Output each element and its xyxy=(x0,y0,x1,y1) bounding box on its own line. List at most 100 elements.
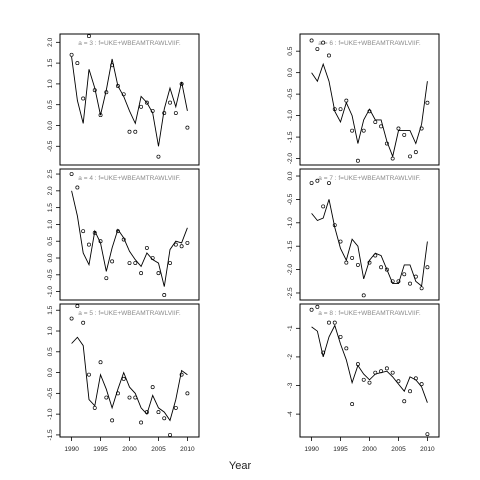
observed-point xyxy=(185,125,190,130)
observed-point xyxy=(419,286,424,291)
observed-point xyxy=(425,265,430,270)
y-tick-label: 1.0 xyxy=(47,79,54,88)
y-tick-label: 0.0 xyxy=(47,368,54,377)
observed-point xyxy=(327,53,331,58)
observed-point xyxy=(355,262,360,267)
observed-point xyxy=(144,245,149,250)
fitted-line xyxy=(311,62,428,158)
x-tick-label: 1995 xyxy=(93,446,108,453)
panel-title: a = 8 : f=UKE+WBEAMTRAWLVIIF. xyxy=(318,310,421,317)
fitted-line xyxy=(311,324,428,403)
observed-point xyxy=(92,88,97,93)
observed-point xyxy=(367,109,372,114)
x-tick-label: 2005 xyxy=(151,446,166,453)
observed-point xyxy=(121,376,126,381)
y-tick-label: 0.0 xyxy=(47,253,54,262)
y-tick-label: 1.5 xyxy=(47,305,54,314)
observed-point xyxy=(133,395,138,400)
observed-point xyxy=(413,150,418,155)
x-tick-label: 1990 xyxy=(64,446,79,453)
observed-point xyxy=(379,124,384,129)
observed-point xyxy=(350,255,355,260)
observed-point xyxy=(115,229,120,234)
observed-point xyxy=(144,100,149,105)
observed-point xyxy=(402,399,407,404)
observed-point xyxy=(121,92,126,97)
observed-point xyxy=(379,265,384,270)
observed-point xyxy=(81,229,86,234)
panel-title: a = 5 : f=UKE+WBEAMTRAWLVIIF. xyxy=(78,310,181,317)
y-tick-label: 0.5 xyxy=(287,46,294,55)
observed-point xyxy=(338,107,343,112)
observed-point xyxy=(69,172,74,176)
observed-point xyxy=(425,100,430,105)
observed-point xyxy=(133,261,138,266)
y-tick-label: -0.5 xyxy=(287,193,294,205)
observed-point xyxy=(104,276,109,281)
observed-point xyxy=(402,132,407,137)
y-tick-label: -1.0 xyxy=(47,408,54,420)
y-tick-label: 0.0 xyxy=(287,68,294,77)
panel-4: a = 7 : f=UKE+WBEAMTRAWLVIIF. 0.0 -0.5 -1.0… xyxy=(287,168,440,301)
observed-point xyxy=(156,271,161,276)
y-tick-label: -2.0 xyxy=(287,153,294,165)
y-tick-label: -1.5 xyxy=(287,240,294,252)
fitted-line xyxy=(71,56,188,147)
y-tick-label: -3 xyxy=(287,382,294,388)
y-tick-label: 2.0 xyxy=(47,37,54,46)
observed-point xyxy=(309,307,314,312)
y-tick-label: -1.0 xyxy=(47,286,54,298)
y-tick-label: -1.5 xyxy=(47,429,54,441)
y-tick-label: -4 xyxy=(287,411,294,417)
observed-point xyxy=(332,320,337,325)
observed-point xyxy=(373,370,378,375)
figure-x-axis-title: Year xyxy=(228,460,252,472)
observed-point xyxy=(396,126,401,131)
observed-point xyxy=(327,320,331,325)
observed-point xyxy=(367,380,372,385)
observed-point xyxy=(361,377,366,382)
observed-point xyxy=(162,111,167,115)
x-tick-label: 1990 xyxy=(304,446,319,453)
observed-point xyxy=(408,389,412,394)
observed-point xyxy=(373,253,378,258)
observed-point xyxy=(156,410,161,415)
observed-point xyxy=(413,376,418,381)
observed-point xyxy=(315,47,320,51)
panel-frame xyxy=(299,303,440,438)
observed-point xyxy=(379,369,384,374)
observed-point xyxy=(321,204,326,209)
observed-point xyxy=(179,372,184,377)
observed-point xyxy=(402,272,407,277)
observed-point xyxy=(309,181,314,185)
observed-point xyxy=(81,320,86,325)
observed-point xyxy=(344,98,349,103)
observed-point xyxy=(332,223,337,228)
observed-point xyxy=(173,242,178,247)
observed-point xyxy=(133,129,138,134)
y-tick-label: -2.0 xyxy=(287,264,294,276)
observed-point xyxy=(162,293,167,297)
observed-point xyxy=(384,141,389,146)
x-tick-label: 2005 xyxy=(391,446,406,453)
observed-point xyxy=(87,242,91,247)
observed-point xyxy=(139,271,144,276)
observed-point xyxy=(144,410,149,415)
observed-point xyxy=(315,178,320,183)
observed-point xyxy=(81,96,86,101)
x-tick-label: 2010 xyxy=(420,446,435,453)
panel-5: a = 5 : f=UKE+WBEAMTRAWLVIIF. 1.5 1.0 0.5 0.… xyxy=(47,303,200,453)
observed-point xyxy=(156,154,161,159)
fitted-line xyxy=(71,190,188,287)
observed-point xyxy=(173,405,178,410)
y-tick-label: 0.0 xyxy=(287,171,294,180)
y-tick-label: -1.0 xyxy=(287,217,294,229)
y-tick-label: 1.5 xyxy=(47,203,54,212)
observed-point xyxy=(315,304,320,309)
y-tick-label: -1.5 xyxy=(287,131,294,143)
y-tick-label: 0.5 xyxy=(47,236,54,245)
observed-point xyxy=(92,405,97,410)
observed-point xyxy=(321,40,326,45)
observed-point xyxy=(185,391,190,396)
fitted-line xyxy=(71,336,188,422)
